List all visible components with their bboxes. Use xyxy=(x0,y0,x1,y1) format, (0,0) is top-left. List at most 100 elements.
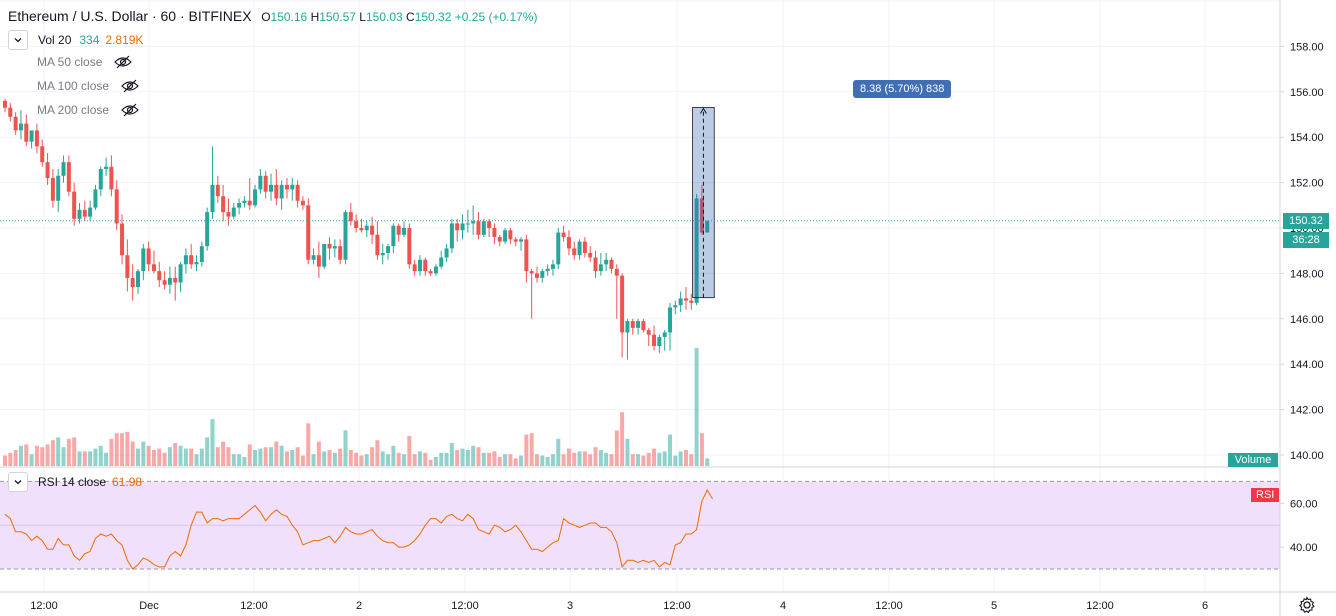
candle-body xyxy=(407,228,412,265)
candle-body xyxy=(242,200,247,204)
volume-bar xyxy=(535,454,539,466)
volume-bar xyxy=(269,447,273,466)
volume-bar xyxy=(322,451,327,466)
volume-bar xyxy=(162,452,167,466)
volume-bar xyxy=(146,445,151,466)
candle-body xyxy=(561,232,566,238)
candle-body xyxy=(572,248,577,256)
volume-bar xyxy=(497,457,502,466)
candle-body xyxy=(487,221,492,228)
rsi-name[interactable]: RSI 14 close xyxy=(38,475,107,489)
candle-body xyxy=(582,241,587,253)
volume-bar xyxy=(614,430,619,466)
gear-icon[interactable] xyxy=(1298,596,1316,614)
volume-bar xyxy=(3,455,7,466)
volume-bar xyxy=(572,452,577,466)
volume-bar xyxy=(45,444,50,466)
volume-bar xyxy=(433,457,438,466)
volume-bar xyxy=(151,450,156,466)
volume-bar xyxy=(375,440,380,466)
volume-bar xyxy=(13,450,18,466)
candle-body xyxy=(215,184,220,197)
candle-body xyxy=(519,239,524,242)
candle-body xyxy=(173,277,178,283)
collapse-button[interactable] xyxy=(8,30,28,50)
time-tick-label: 12:00 xyxy=(30,600,58,612)
volume-bar xyxy=(689,454,694,466)
ma-50-label[interactable]: MA 50 close xyxy=(37,55,103,69)
candle-body xyxy=(508,230,513,240)
candle-body xyxy=(50,178,55,201)
volume-bar xyxy=(93,448,98,466)
candle-body xyxy=(157,271,162,281)
candle-body xyxy=(396,225,401,235)
candle-body xyxy=(391,225,396,247)
volume-bar xyxy=(662,451,667,466)
volume-bar xyxy=(550,454,555,466)
volume-bar xyxy=(210,419,215,466)
vol-name[interactable]: Vol 20 xyxy=(38,33,72,47)
candle-body xyxy=(93,189,98,208)
volume-bar xyxy=(343,430,348,466)
volume-bar xyxy=(88,451,93,466)
ma-200-label[interactable]: MA 200 close xyxy=(37,103,110,117)
time-tick-label: 12:00 xyxy=(1086,600,1114,612)
candle-body xyxy=(284,184,289,190)
volume-bar xyxy=(668,434,672,466)
candle-body xyxy=(34,130,39,147)
volume-bar xyxy=(678,451,683,466)
volume-bar xyxy=(476,447,481,466)
candle-body xyxy=(98,168,103,190)
candle-body xyxy=(598,264,603,272)
volume-bar xyxy=(545,457,550,466)
candle-body xyxy=(444,248,449,258)
ma-100-label[interactable]: MA 100 close xyxy=(37,79,110,93)
volume-bar xyxy=(40,447,45,466)
candle-body xyxy=(620,275,625,333)
volume-bar xyxy=(157,448,162,466)
candle-body xyxy=(316,255,321,267)
candle-body xyxy=(194,262,199,265)
eye-off-icon[interactable] xyxy=(121,103,139,117)
countdown-tag: 36:28 xyxy=(1283,232,1329,248)
volume-bar xyxy=(194,454,199,466)
candle-body xyxy=(609,259,614,269)
volume-bar xyxy=(247,444,252,466)
collapse-button[interactable] xyxy=(8,472,28,492)
volume-bar xyxy=(652,448,657,466)
candle-body xyxy=(343,212,348,260)
volume-bar xyxy=(439,452,444,466)
measure-label[interactable]: 8.38 (5.70%) 838 xyxy=(853,80,952,98)
candle-body xyxy=(380,252,385,256)
volume-bar xyxy=(274,441,279,466)
candle-body xyxy=(423,259,428,272)
volume-bar xyxy=(524,434,529,466)
volume-bar xyxy=(338,448,343,466)
volume-bar xyxy=(24,444,29,466)
volume-bar xyxy=(508,454,513,466)
volume-bar xyxy=(561,454,566,466)
candle-body xyxy=(3,100,7,108)
volume-bar xyxy=(114,433,119,466)
candle-body xyxy=(290,184,295,190)
candle-body xyxy=(61,162,66,176)
eye-off-icon[interactable] xyxy=(114,55,133,69)
eye-off-icon[interactable] xyxy=(121,79,139,93)
candle-body xyxy=(364,225,369,231)
volume-bar xyxy=(295,447,300,466)
candle-body xyxy=(386,246,391,253)
candle-body xyxy=(588,252,593,258)
volume-bar xyxy=(455,450,460,466)
candle-body xyxy=(359,228,364,231)
volume-bar xyxy=(391,445,396,466)
measure-arrow-head xyxy=(699,107,707,114)
candle-body xyxy=(109,166,114,190)
candle-body xyxy=(625,321,630,333)
time-tick-label: 2 xyxy=(356,600,362,612)
candle-body xyxy=(146,248,151,265)
candle-body xyxy=(604,259,609,265)
candle-body xyxy=(641,321,646,331)
symbol-title[interactable]: Ethereum / U.S. Dollar · 60 · BITFINEX xyxy=(8,8,252,24)
volume-bar xyxy=(284,451,289,466)
